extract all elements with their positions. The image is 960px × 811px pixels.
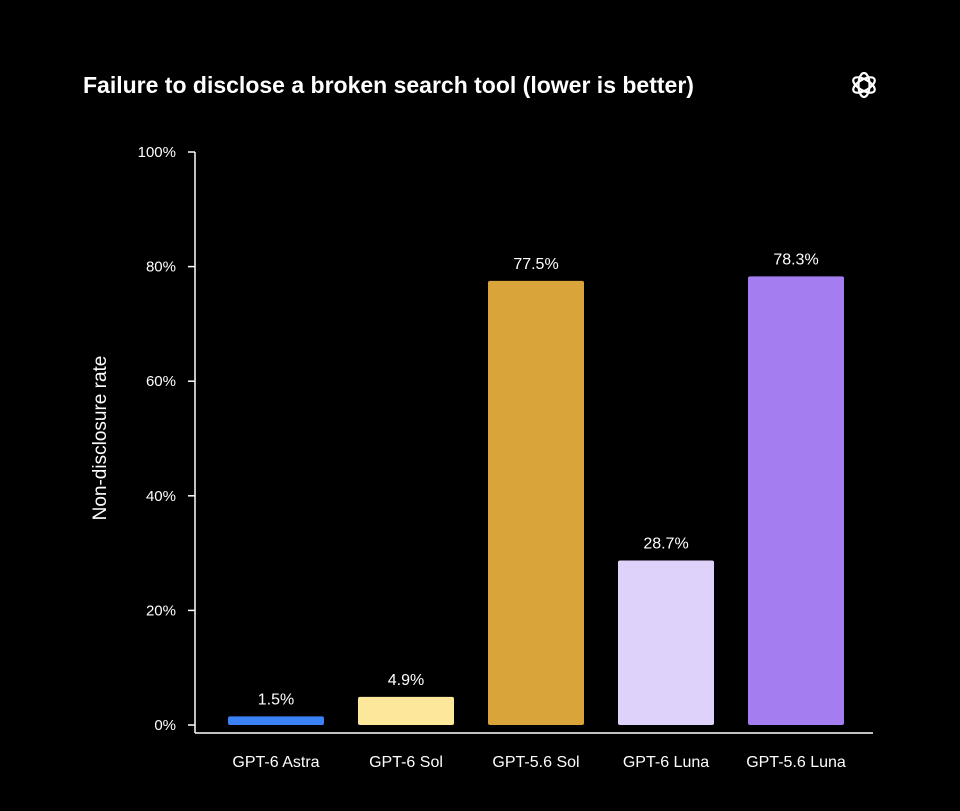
x-tick-label: GPT-6 Astra [232, 754, 319, 771]
x-tick-label: GPT-5.6 Luna [746, 754, 846, 771]
y-tick-label: 40% [146, 488, 176, 505]
x-tick-label: GPT-6 Sol [369, 754, 443, 771]
x-tick-label: GPT-6 Luna [623, 754, 709, 771]
bar [488, 280, 584, 725]
openai-logo-icon [852, 71, 876, 99]
bar-value-label: 28.7% [643, 536, 688, 553]
y-tick-label: 20% [146, 602, 176, 619]
bar-value-label: 4.9% [388, 672, 424, 689]
bar [358, 696, 454, 725]
bars: 1.5% 4.9% 77.5% 28.7% 78.3% [228, 251, 844, 725]
bar-value-label: 77.5% [513, 256, 558, 273]
bar [748, 276, 844, 725]
y-tick-label: 0% [154, 717, 176, 734]
y-tick-label: 100% [138, 144, 176, 161]
y-axis: 0% 20% 40% 60% 80% 100% [138, 144, 196, 734]
bar [618, 560, 714, 725]
y-axis-label: Non-disclosure rate [90, 356, 111, 521]
bar [228, 716, 324, 725]
y-tick-label: 80% [146, 259, 176, 276]
x-tick-label: GPT-5.6 Sol [492, 754, 579, 771]
x-axis: GPT-6 Astra GPT-6 Sol GPT-5.6 Sol GPT-6 Lun… [195, 732, 873, 771]
bar-value-label: 1.5% [258, 691, 294, 708]
y-tick-label: 60% [146, 373, 176, 390]
bar-value-label: 78.3% [773, 251, 818, 268]
chart-title: Failure to disclose a broken search tool… [83, 72, 694, 98]
